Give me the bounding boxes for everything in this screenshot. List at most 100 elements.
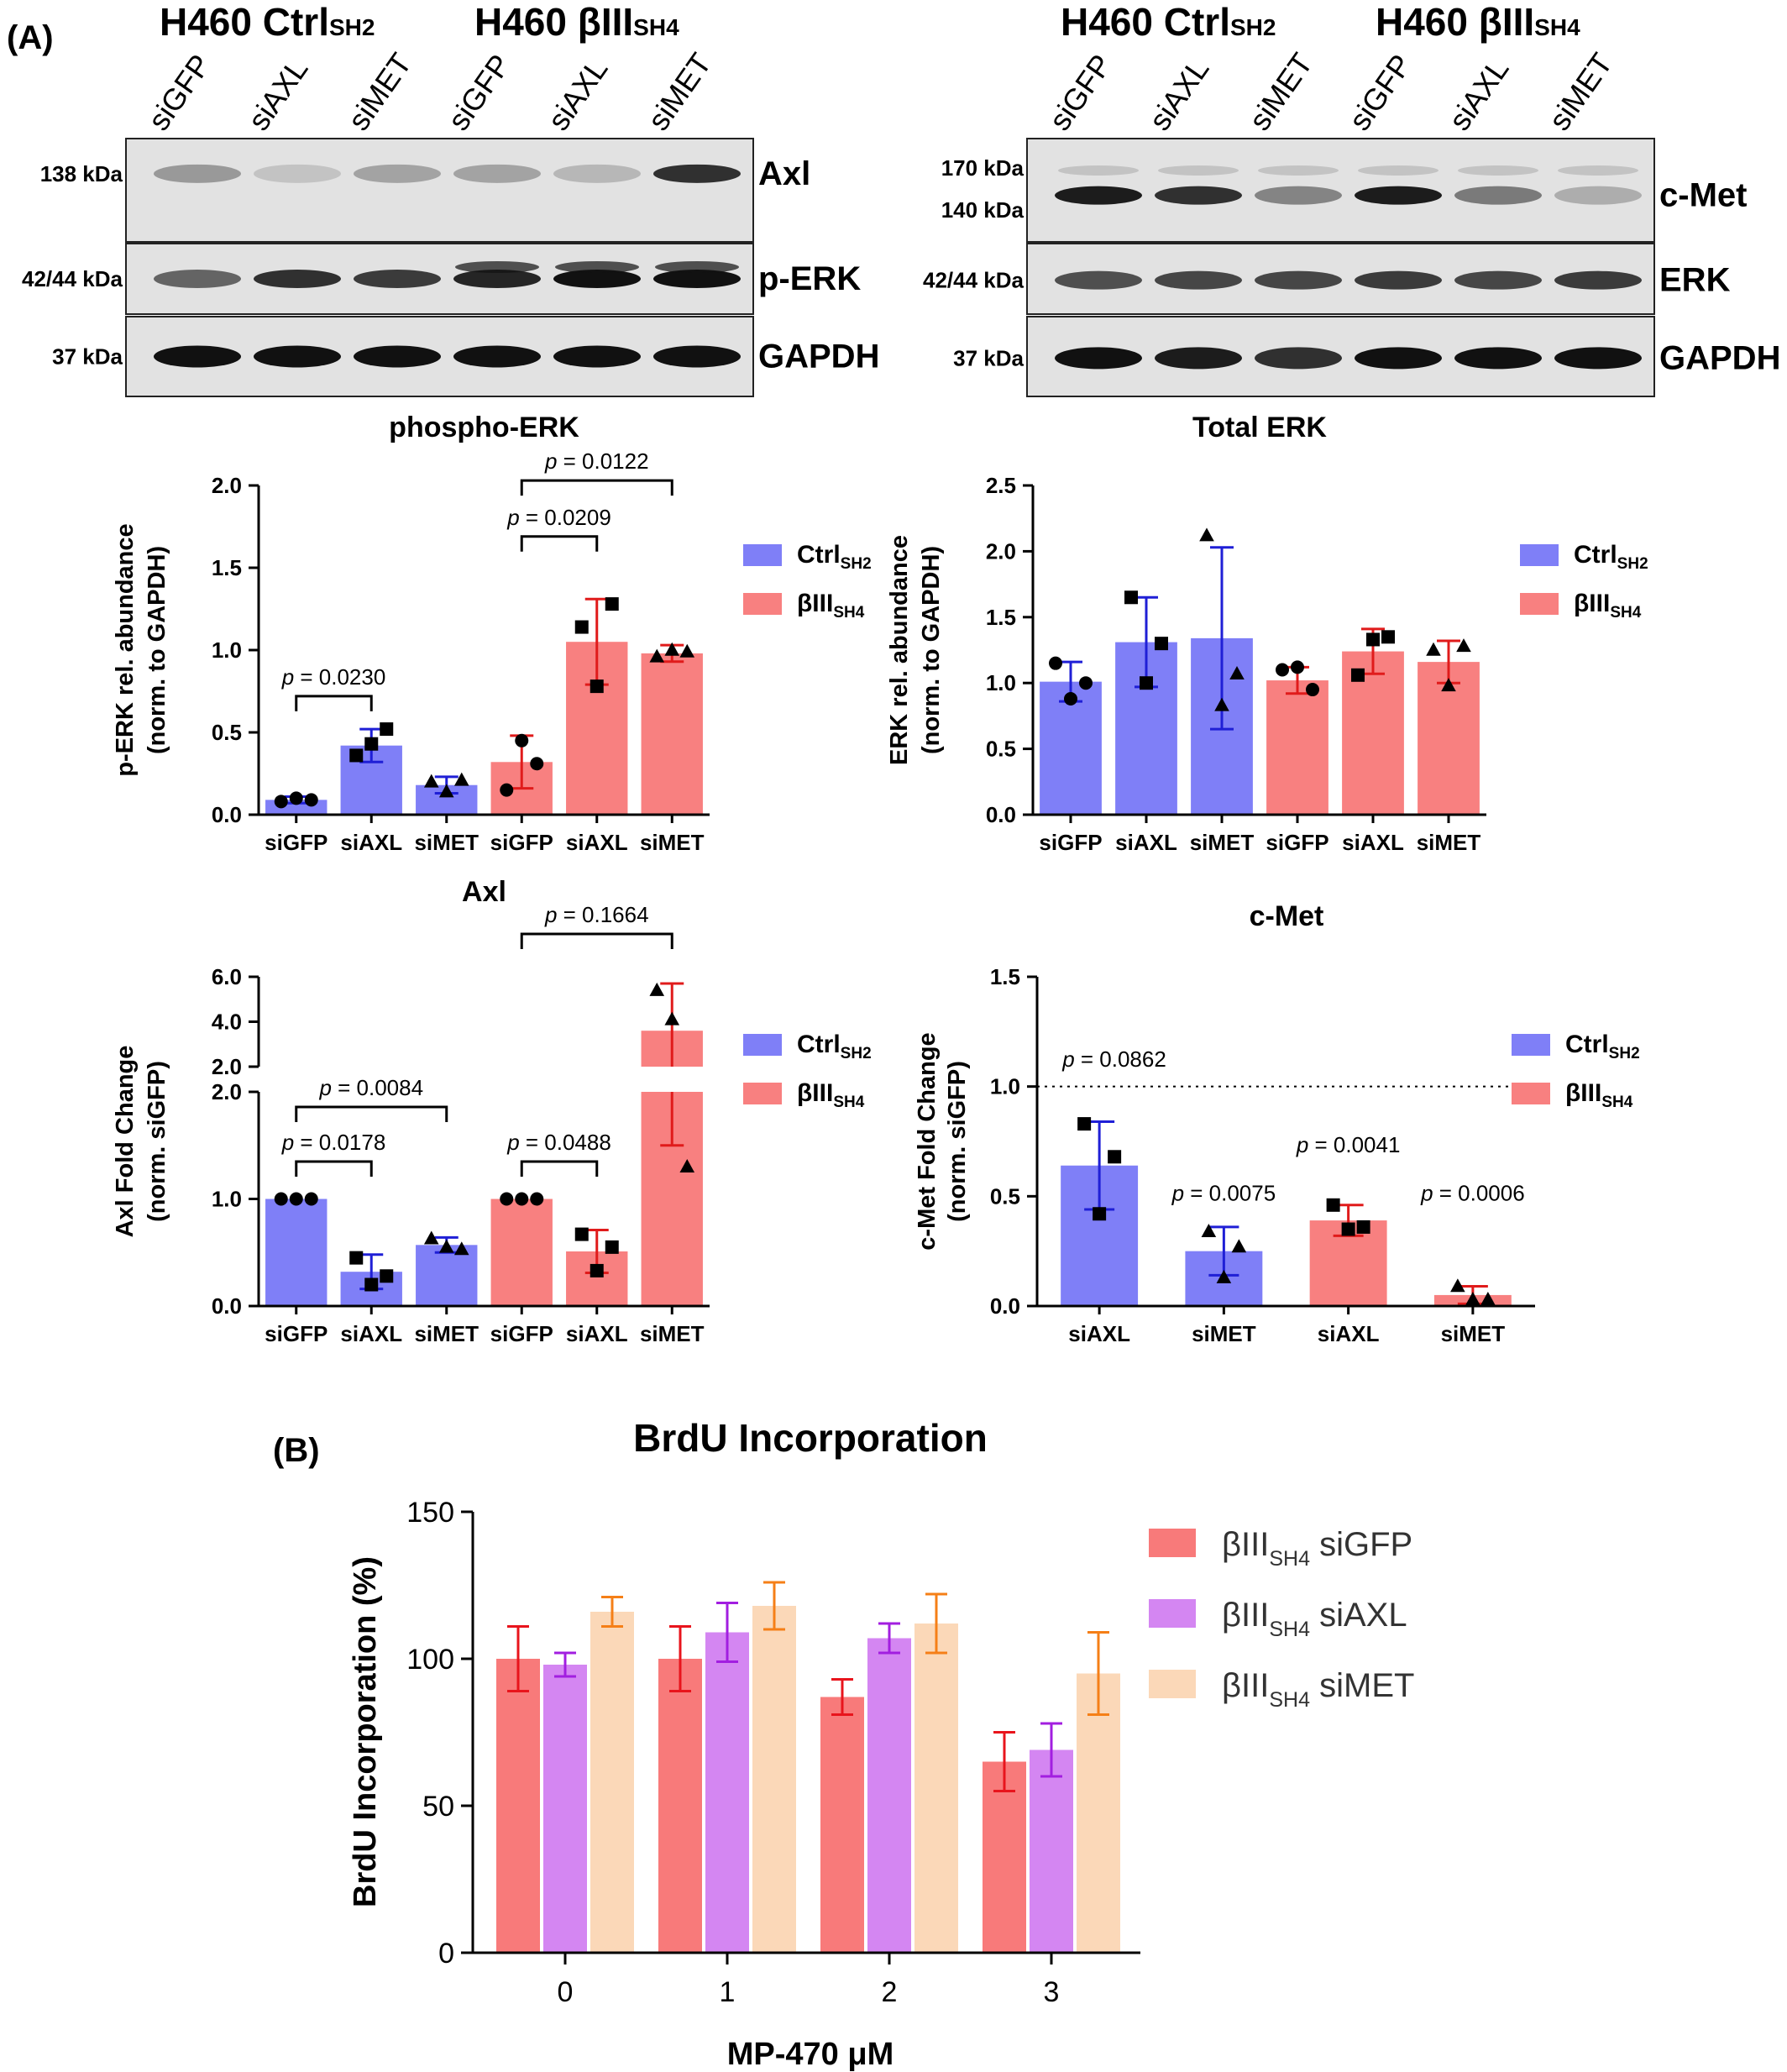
band: [455, 261, 539, 273]
legend-swatch: [1149, 1670, 1196, 1698]
y-tick-label: 1.0: [212, 1187, 242, 1212]
data-point: [438, 1239, 454, 1253]
data-point: [1140, 676, 1153, 690]
x-tick-label: 2: [882, 1976, 898, 2008]
data-point: [380, 1269, 394, 1283]
legend-swatch: [1149, 1599, 1196, 1628]
data-point: [530, 757, 544, 771]
legend-label: βIIISH4: [797, 1079, 865, 1111]
band: [1055, 347, 1142, 370]
bar: [1266, 680, 1328, 815]
p-value-label: p = 0.0006: [1420, 1181, 1525, 1206]
data-point: [1480, 1291, 1496, 1305]
x-tick-label: siGFP: [490, 1321, 553, 1346]
data-point: [664, 1011, 680, 1026]
band: [453, 345, 541, 368]
bar: [914, 1624, 958, 1953]
legend-swatch: [743, 544, 782, 566]
band: [1155, 186, 1242, 205]
band: [154, 270, 241, 288]
bar: [752, 1606, 796, 1953]
data-point: [1079, 676, 1093, 690]
significance-bracket: [520, 535, 599, 552]
band: [1055, 270, 1142, 290]
x-tick-label: siAXL: [566, 1321, 628, 1346]
x-tick-label: siMET: [640, 1321, 705, 1346]
data-point: [1351, 668, 1365, 682]
band: [1355, 186, 1442, 205]
protein-label: p-ERK: [758, 260, 861, 297]
bar: [658, 1659, 702, 1953]
band: [154, 345, 241, 368]
band: [1458, 165, 1538, 176]
p-value-label: p = 0.0041: [1296, 1132, 1401, 1157]
data-point: [1231, 1239, 1247, 1253]
data-point: [1456, 638, 1471, 653]
y-tick-label: 1.5: [212, 555, 242, 580]
data-point: [304, 793, 318, 807]
legend-label: βIIISH4: [1574, 590, 1642, 622]
y-tick-label: 2.0: [212, 1054, 242, 1079]
significance-bracket: [295, 695, 373, 711]
band: [254, 345, 341, 368]
data-point: [274, 1192, 288, 1206]
kda-label: 42/44 kDa: [923, 268, 1025, 293]
chart-title: c-Met: [1250, 900, 1324, 932]
significance-bracket: [520, 1160, 599, 1177]
band: [354, 164, 441, 183]
protein-label: c-Met: [1659, 177, 1747, 214]
band: [1355, 270, 1442, 290]
protein-label: ERK: [1659, 262, 1731, 299]
significance-bracket: [295, 1160, 373, 1177]
p-value-label: p = 0.0488: [506, 1130, 611, 1155]
y-tick-label: 4.0: [212, 1010, 242, 1035]
panel-label-a: (A): [7, 19, 54, 56]
band: [1554, 270, 1642, 290]
kda-label: 42/44 kDa: [22, 266, 123, 291]
bar: [416, 1245, 478, 1306]
x-tick-label: 1: [720, 1976, 736, 2008]
y-tick-label: 0.0: [990, 1293, 1020, 1319]
data-point: [1201, 1223, 1217, 1237]
legend-label: CtrlSH2: [1565, 1031, 1640, 1062]
x-tick-label: siAXL: [1068, 1321, 1130, 1346]
data-point: [649, 648, 665, 663]
band: [653, 164, 741, 183]
y-tick-label: 0.5: [212, 720, 242, 745]
legend-label: βIIISH4: [797, 590, 865, 622]
legend-label: CtrlSH2: [797, 541, 872, 573]
y-tick-label: 0: [438, 1938, 454, 1970]
y-tick-label: 100: [406, 1644, 454, 1676]
blot-group-title: H460 βIIISH4: [474, 0, 679, 44]
legend-swatch: [743, 1083, 782, 1104]
band: [1255, 347, 1342, 370]
band: [1255, 186, 1342, 205]
band: [1258, 165, 1339, 176]
chart-title: Axl: [462, 876, 506, 908]
blot-strip: 170 kDa 140 kDa c-Met: [941, 138, 1747, 243]
blot-group-title: H460 CtrlSH2: [1061, 0, 1276, 44]
data-point: [364, 737, 379, 751]
p-value-label: p = 0.0178: [281, 1130, 386, 1155]
panel-label-b: (B): [273, 1432, 320, 1469]
legend-item: CtrlSH2: [1512, 1031, 1640, 1062]
chart-phospho-erk: phospho-ERK 0.0 0.5 1.0 1.5 2.0 siGFP siAXL siME…: [112, 412, 872, 855]
x-tick-label: siGFP: [265, 1321, 328, 1346]
data-point: [1291, 660, 1304, 674]
y-axis-label: c-Met Fold Change: [914, 1032, 941, 1250]
blot-group-title: H460 CtrlSH2: [160, 0, 375, 44]
y-tick-label: 150: [406, 1497, 454, 1529]
legend-label: βIIISH4 siMET: [1222, 1667, 1414, 1712]
data-point: [1450, 1278, 1465, 1293]
y-tick-label: 0.5: [986, 737, 1016, 762]
significance-bracket: [520, 479, 673, 496]
bar: [543, 1665, 587, 1953]
data-point: [1064, 692, 1077, 706]
y-tick-label: 1.0: [990, 1074, 1020, 1099]
legend-swatch: [743, 1034, 782, 1056]
significance-bracket: [520, 932, 673, 949]
data-point: [590, 1263, 604, 1277]
band: [154, 164, 241, 183]
data-point: [500, 1192, 514, 1206]
